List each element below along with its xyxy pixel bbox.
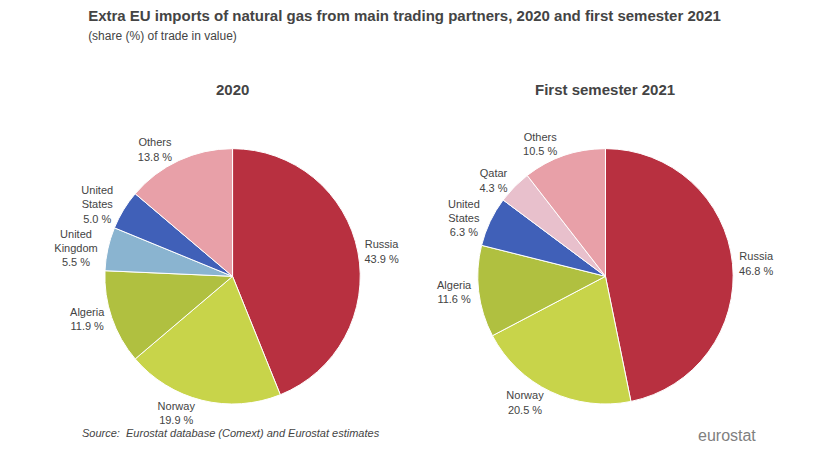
svg-text:Extra EU imports of natural ga: Extra EU imports of natural gas from mai…	[88, 7, 721, 44]
svg-text:2020: 2020	[216, 81, 249, 98]
svg-text:Russia46.8 %: Russia46.8 %	[739, 250, 774, 276]
svg-text:Algeria11.9 %: Algeria11.9 %	[70, 306, 105, 332]
svg-text:Qatar4.3 %: Qatar4.3 %	[479, 167, 507, 193]
svg-text:Others10.5 %: Others10.5 %	[523, 131, 557, 157]
svg-text:First semester 2021: First semester 2021	[535, 81, 675, 98]
svg-text:UnitedKingdom5.5 %: UnitedKingdom5.5 %	[54, 228, 97, 269]
svg-text:eurostat: eurostat	[698, 427, 756, 444]
svg-text:Norway20.5 %: Norway20.5 %	[506, 389, 544, 415]
svg-text:Others13.8 %: Others13.8 %	[138, 136, 172, 162]
svg-text:UnitedStates6.3 %: UnitedStates6.3 %	[448, 198, 480, 239]
svg-text:Algeria11.6 %: Algeria11.6 %	[437, 279, 472, 305]
svg-text:Russia43.9 %: Russia43.9 %	[364, 238, 399, 264]
svg-text:Source: Eurostat database (Co: Source: Eurostat database (Comext) and E…	[82, 427, 380, 439]
svg-text:UnitedStates5.0 %: UnitedStates5.0 %	[81, 184, 113, 225]
svg-text:Norway19.9 %: Norway19.9 %	[158, 400, 196, 426]
